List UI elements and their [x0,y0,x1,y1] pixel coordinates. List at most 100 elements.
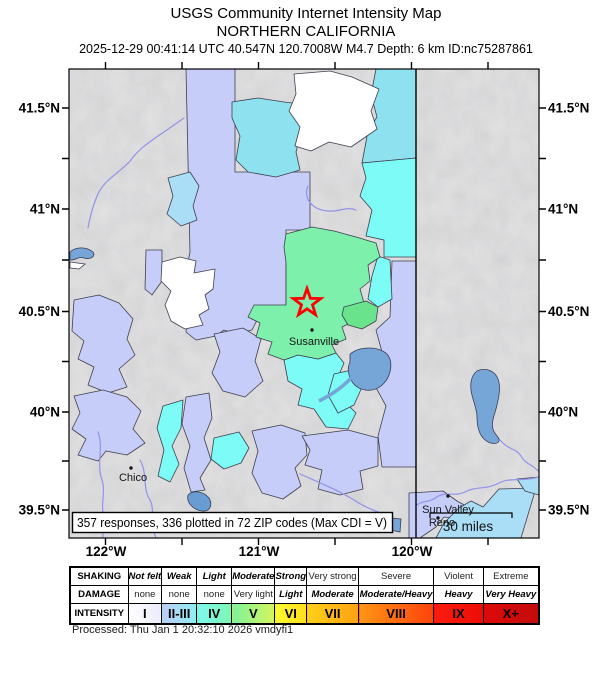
zip-region-ii-iii [71,294,136,394]
legend-shaking-cell: Moderate [231,566,276,586]
status-box-frame [71,511,394,534]
lake-almanor-shore [69,261,86,270]
legend-shaking-cell: Light [196,566,233,586]
zip-region-v [247,226,381,361]
zip-region-ii-iii [144,249,163,296]
zip-regions-i [160,70,380,330]
zip-region-ii-iii [251,424,308,500]
lon-label: 120°W [392,544,433,559]
axis-labels: 41.5°N 41°N 40.5°N 40°N 39.5°N 41.5°N 41… [19,101,590,560]
river [87,117,185,229]
zip-region-iv-light [516,476,539,496]
lat-label-left: 41.5°N [19,101,60,116]
susanville-dot [310,328,314,332]
legend-shaking-cell: Not felt [127,566,163,586]
legend-intensity-cell: V [231,603,276,625]
legend-intensity-cell: I [127,603,163,625]
processed-timestamp: Processed: Thu Jan 1 20:32:10 2026 vmdyf… [72,624,294,636]
legend-damage-cell: Moderate/Heavy [358,585,435,604]
legend-row-shaking: SHAKING Not felt Weak Light Moderate Str… [69,566,540,586]
lat-label-right: 40.5°N [548,304,589,319]
page-title: USGS Community Internet Intensity Map [170,5,442,22]
header: USGS Community Internet Intensity Map NO… [0,5,612,58]
lake-almanor [69,247,95,261]
zip-regions-v [247,226,381,361]
zip-regions-ii-iii [71,69,469,538]
lat-label-left: 40.5°N [19,304,60,319]
lakes [69,247,500,533]
lat-label-left: 41°N [30,202,60,217]
legend-row-label: DAMAGE [69,585,129,604]
status-text: 357 responses, 336 plotted in 72 ZIP cod… [77,516,387,530]
legend-shaking-cell: Violent [433,566,485,586]
scale-bar-label: 30 miles [443,519,494,534]
honey-lake [347,347,392,391]
intensity-legend: SHAKING Not felt Weak Light Moderate Str… [69,566,540,625]
map-frame [68,68,540,539]
event-info: 2025-12-29 00:41:14 UTC 40.547N 120.7008… [79,42,533,56]
zip-region-ii-iii [71,389,146,462]
river [416,439,539,506]
zip-region-iv-light [166,171,200,227]
lat-label-right: 40°N [548,405,578,420]
zip-region-i [160,256,216,330]
legend-shaking-cell: Severe [358,566,435,586]
legend-damage-cell: Very Heavy [483,585,540,604]
pyramid-lake [470,369,500,444]
lat-label-left: 40°N [30,405,60,420]
intensity-map: Susanville Chico Sun Valley Reno 30 mile… [19,62,590,560]
legend-row-intensity: INTENSITY I II-III IV V VI VII VIII IX X… [69,603,540,625]
zip-region-ii-iii [181,392,213,493]
chico-dot [129,466,133,470]
river [306,185,357,212]
legend-intensity-cell: IV [196,603,233,625]
zip-region-ii-iii [211,327,264,398]
lat-label-right: 39.5°N [548,503,589,518]
honey-lake-arm [318,376,353,403]
legend-intensity-cell: X+ [483,603,540,625]
zip-region-iv [156,399,184,483]
lat-label-left: 39.5°N [19,503,60,518]
reno-dot [436,516,440,520]
sun-valley-dot [446,494,450,498]
legend-row-damage: DAMAGE none none none Very light Light M… [69,585,540,604]
legend-damage-cell: none [161,585,198,604]
scale-bar-line [429,512,513,518]
zip-region-v-strong [341,300,379,330]
lake-oroville [187,491,212,512]
legend-damage-cell: Moderate [306,585,360,604]
legend-shaking-cell: Weak [161,566,198,586]
lon-label: 122°W [86,544,127,559]
legend-damage-cell: Light [274,585,308,604]
lat-label-right: 41°N [548,202,578,217]
zip-region-iv [231,97,301,178]
susanville-label: Susanville [289,336,339,348]
legend-intensity-cell: II-III [161,603,198,625]
zip-region-i [288,70,380,152]
legend-shaking-cell: Extreme [483,566,540,586]
status-box: 357 responses, 336 plotted in 72 ZIP cod… [71,511,394,534]
legend-damage-cell: Heavy [433,585,485,604]
legend-intensity-cell: IX [433,603,485,625]
scale-bar: 30 miles [429,512,513,534]
zip-region-iv [210,431,250,470]
lat-label-right: 41.5°N [548,101,589,116]
legend-row-label: SHAKING [69,566,129,586]
legend-row-label: INTENSITY [69,603,129,625]
legend-intensity-cell: VI [274,603,308,625]
region-title: NORTHERN CALIFORNIA [216,23,396,40]
epicenter-star [289,284,325,319]
legend-intensity-cell: VIII [358,603,435,625]
legend-damage-cell: none [196,585,233,604]
lon-label: 121°W [239,544,280,559]
legend-shaking-cell: Strong [274,566,308,586]
reno-label: Reno [429,517,455,529]
chico-label: Chico [119,472,147,484]
legend-damage-cell: Very light [231,585,276,604]
legend-shaking-cell: Very strong [306,566,360,586]
legend-damage-cell: none [127,585,163,604]
zip-region-ii-iii [301,429,379,496]
legend-intensity-cell: VII [306,603,360,625]
map-body: Susanville Chico Sun Valley Reno 30 mile… [69,69,539,538]
